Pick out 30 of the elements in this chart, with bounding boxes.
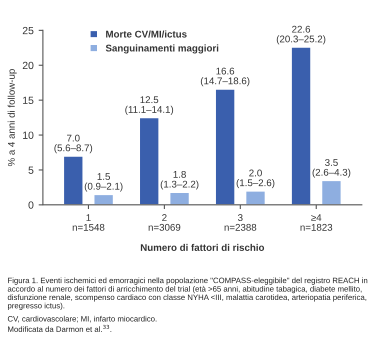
bar — [138, 116, 160, 205]
legend-label: Morte CV/MI/ictus — [106, 30, 187, 38]
bar — [320, 180, 342, 205]
data-label: 3.5 (2.6–4.3) — [312, 159, 350, 178]
x-tick-label: 2 n=3069 — [148, 214, 180, 231]
data-label: 22.6 (20.3–25.2) — [276, 26, 326, 44]
y-axis-title: % a 4 anni di follow-up — [8, 69, 17, 166]
data-label: 16.6 (14.7–18.6) — [200, 68, 250, 86]
data-label: 1.8 (1.3–2.2) — [160, 170, 198, 190]
bar — [169, 192, 190, 205]
y-tick-label: 10 — [23, 132, 34, 139]
bar — [62, 155, 84, 205]
data-label: 1.5 (0.9–2.1) — [84, 173, 122, 192]
x-tick-label: 1 n=1548 — [72, 214, 104, 231]
bar — [290, 46, 312, 205]
y-tick-label: 5 — [28, 166, 34, 174]
legend-label: Sanguinamenti maggiori — [106, 44, 218, 54]
x-tick-label: ≥4 n=1823 — [300, 214, 332, 231]
y-tick-label: 0 — [28, 201, 34, 209]
y-tick-label: 25 — [22, 26, 34, 34]
x-axis-title: Numero di fattori di rischio — [140, 244, 264, 251]
bar — [244, 190, 266, 205]
x-tick-label: 3 n=2388 — [224, 214, 256, 231]
data-label: 12.5 (11.1–14.1) — [125, 96, 174, 115]
bar — [214, 88, 236, 205]
y-tick-label: 15 — [23, 96, 34, 104]
y-tick-label: 20 — [22, 62, 34, 70]
bar — [93, 194, 114, 205]
data-label: 2.0 (1.5–2.6) — [236, 170, 274, 188]
data-label: 7.0 (5.6–8.7) — [54, 134, 92, 154]
